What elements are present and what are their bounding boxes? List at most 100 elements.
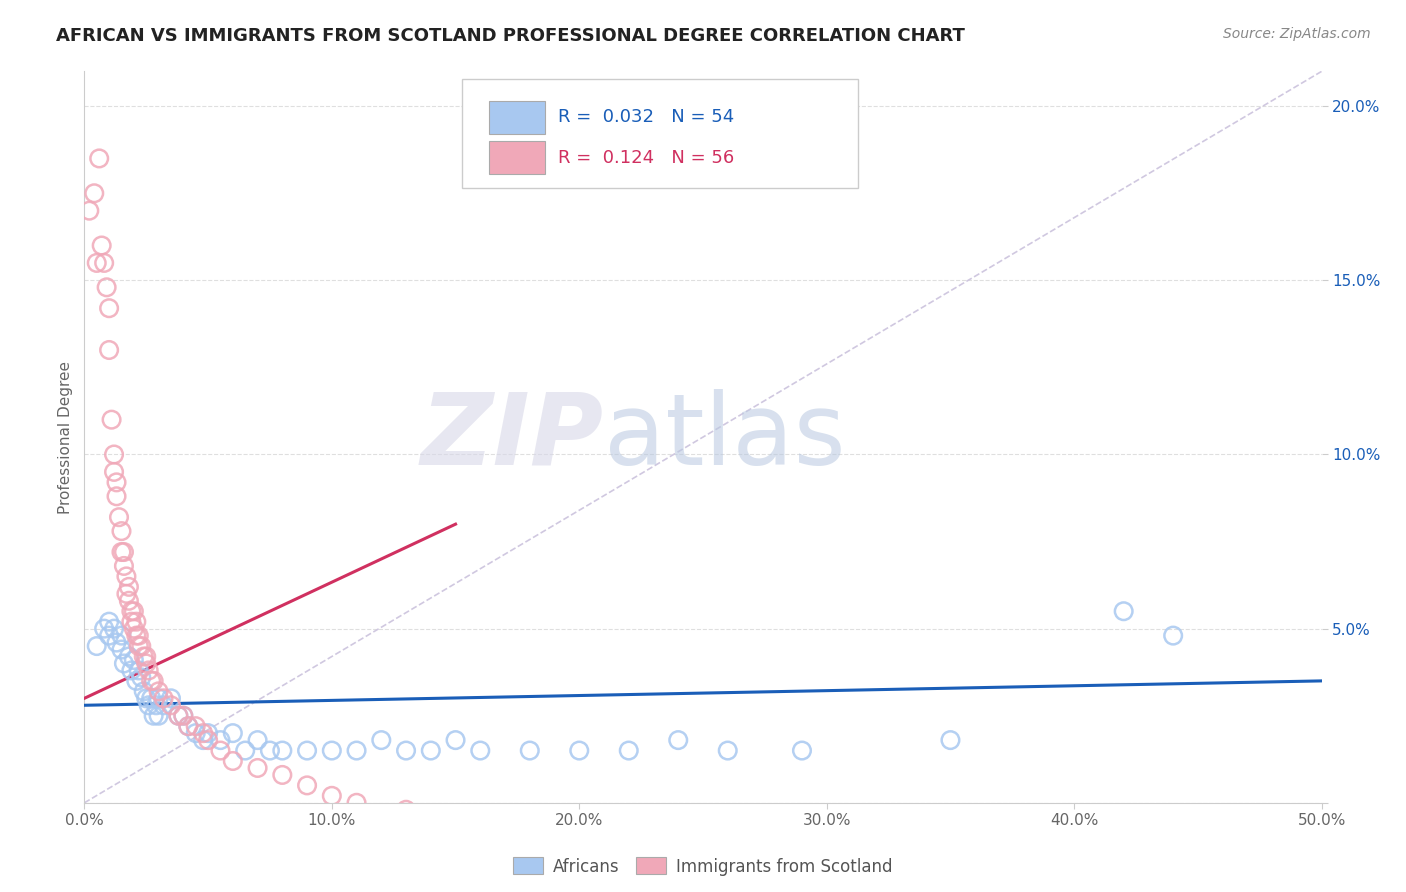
Point (259, 743, 281, 757)
Point (167, 708, 190, 723)
Point (346, 796, 368, 810)
Point (135, 657, 157, 671)
Point (184, 726, 207, 740)
Y-axis label: Professional Degree: Professional Degree (58, 360, 73, 514)
Point (138, 698, 160, 713)
Point (112, 657, 135, 671)
Point (110, 524, 132, 538)
Point (115, 587, 138, 601)
Point (370, 733, 392, 747)
Point (209, 733, 232, 747)
Point (110, 629, 132, 643)
Point (112, 545, 135, 559)
Point (135, 649, 157, 664)
Point (103, 622, 125, 636)
Point (152, 698, 174, 713)
Point (98, 615, 121, 629)
Point (666, 733, 689, 747)
Text: ZIP: ZIP (420, 389, 605, 485)
Point (120, 604, 142, 618)
Point (444, 806, 467, 821)
Point (1161, 629, 1184, 643)
Point (167, 708, 190, 723)
Legend: Africans, Immigrants from Scotland: Africans, Immigrants from Scotland (506, 851, 900, 882)
Point (125, 673, 148, 688)
Point (939, 733, 962, 747)
Point (128, 639, 150, 653)
Point (152, 691, 174, 706)
Point (128, 664, 150, 678)
Point (122, 653, 145, 667)
Point (141, 673, 163, 688)
Point (790, 743, 813, 757)
Point (177, 719, 200, 733)
Point (271, 768, 294, 782)
Point (197, 726, 219, 740)
Point (86, 639, 108, 653)
Point (93, 622, 115, 636)
FancyBboxPatch shape (461, 78, 858, 188)
Point (122, 622, 145, 636)
Point (90, 238, 112, 252)
Point (105, 489, 128, 503)
Point (98, 629, 121, 643)
Point (145, 698, 167, 713)
Point (129, 639, 152, 653)
Point (271, 743, 294, 757)
Point (346, 743, 368, 757)
Point (98, 301, 121, 316)
Point (83, 186, 105, 201)
Point (395, 743, 418, 757)
Point (209, 743, 232, 757)
Point (172, 708, 194, 723)
Point (177, 719, 200, 733)
Point (122, 604, 145, 618)
Point (79, 203, 101, 218)
Point (135, 691, 157, 706)
Point (172, 708, 194, 723)
Point (148, 708, 170, 723)
Point (1112, 604, 1135, 618)
Point (103, 465, 125, 479)
Point (160, 691, 183, 706)
Point (86, 256, 108, 270)
Text: Source: ZipAtlas.com: Source: ZipAtlas.com (1223, 27, 1371, 41)
Point (197, 733, 219, 747)
Point (295, 778, 318, 792)
Text: R =  0.124   N = 56: R = 0.124 N = 56 (558, 149, 734, 167)
Point (395, 803, 418, 817)
Point (120, 664, 142, 678)
Point (717, 743, 740, 757)
Point (184, 719, 207, 733)
Point (115, 569, 138, 583)
Text: AFRICAN VS IMMIGRANTS FROM SCOTLAND PROFESSIONAL DEGREE CORRELATION CHART: AFRICAN VS IMMIGRANTS FROM SCOTLAND PROF… (56, 27, 965, 45)
Point (118, 580, 141, 594)
Point (100, 412, 122, 426)
Point (246, 733, 269, 747)
Point (110, 642, 132, 657)
Point (444, 733, 467, 747)
Point (105, 475, 128, 490)
Point (96, 280, 118, 294)
Point (128, 629, 150, 643)
Point (246, 761, 269, 775)
Text: atlas: atlas (605, 389, 845, 485)
Point (519, 743, 541, 757)
Point (321, 743, 343, 757)
Point (125, 629, 148, 643)
Point (108, 510, 131, 524)
Point (470, 743, 492, 757)
Point (191, 733, 214, 747)
Point (568, 743, 591, 757)
Point (142, 708, 165, 723)
Point (98, 343, 121, 357)
Point (129, 670, 152, 684)
Point (132, 684, 155, 698)
Point (118, 594, 141, 608)
Point (148, 684, 170, 698)
Point (222, 726, 245, 740)
Point (118, 649, 141, 664)
Point (148, 691, 170, 706)
Point (120, 615, 142, 629)
Point (160, 698, 183, 713)
